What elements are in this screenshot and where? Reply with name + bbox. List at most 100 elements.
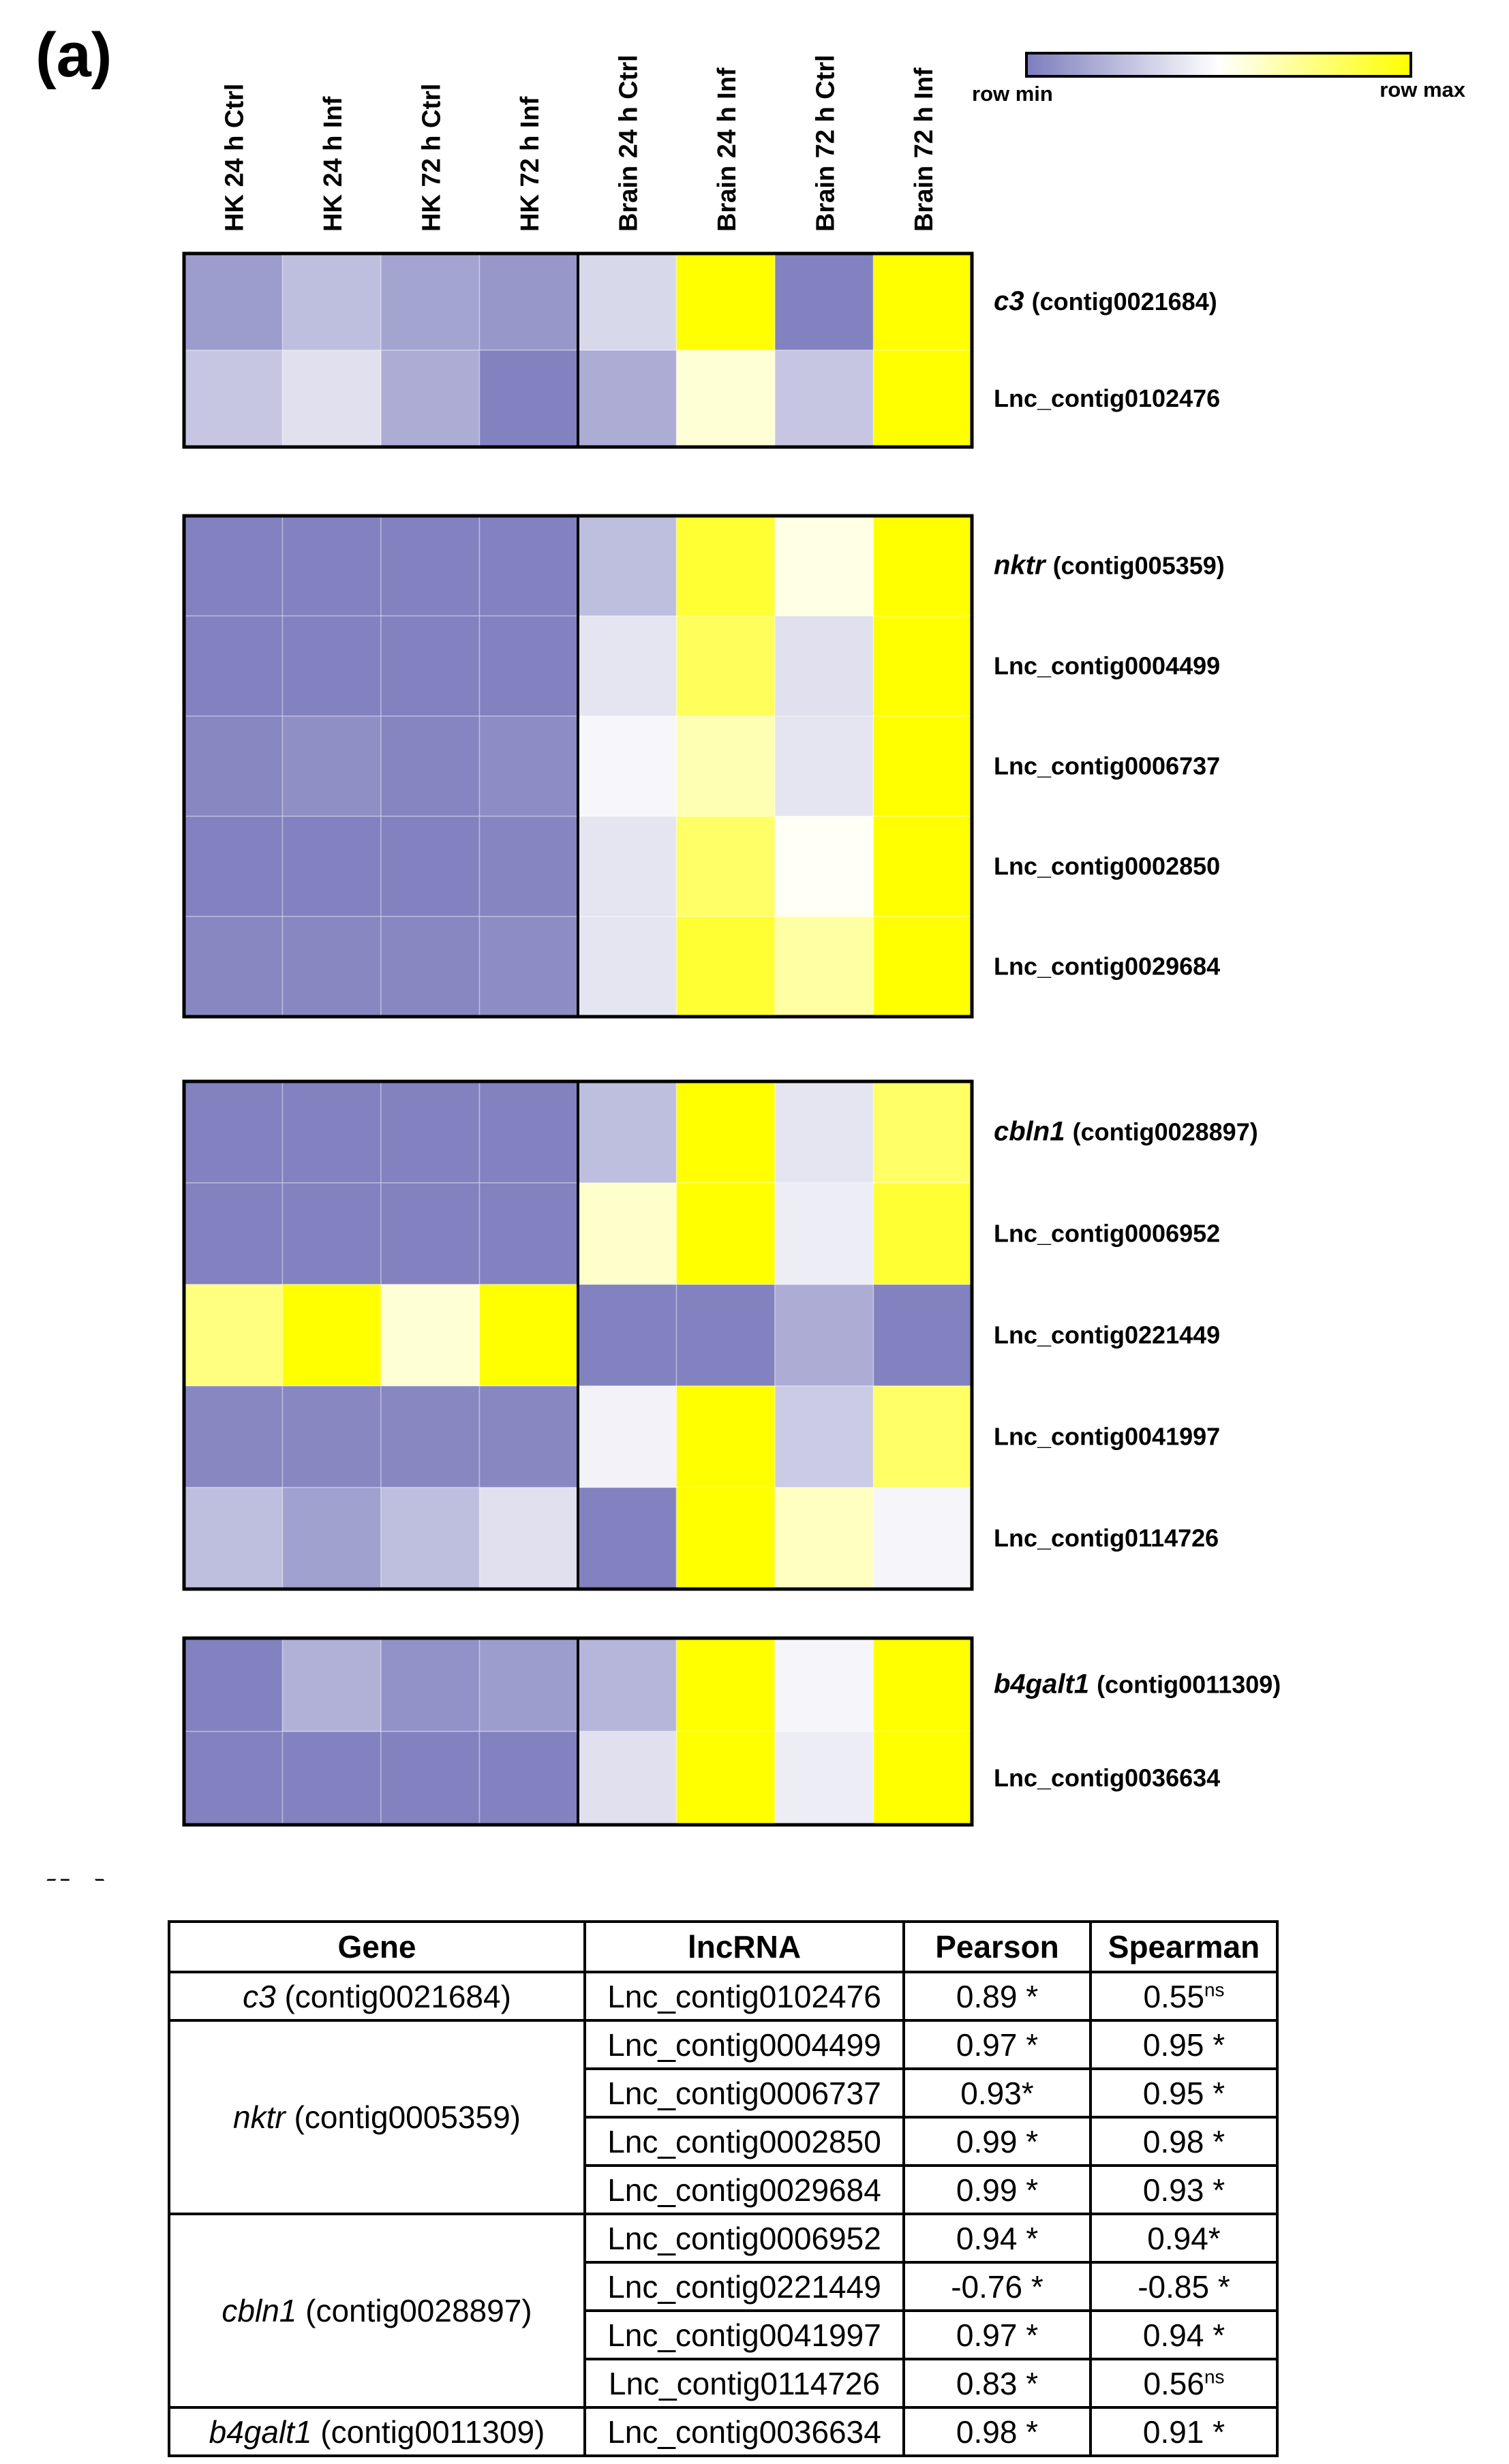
heatmap-cell <box>872 1731 973 1826</box>
heatmap-cell <box>577 1081 677 1184</box>
pearson-cell: 0.94 * <box>902 2213 1092 2264</box>
heatmap-cell <box>281 1284 382 1387</box>
heatmap-cell <box>478 1182 579 1285</box>
spearman-cell: -0.85 * <box>1089 2261 1279 2312</box>
column-label: HK 72 h Inf <box>516 96 545 232</box>
column-label: HK 72 h Ctrl <box>417 84 446 232</box>
heatmap-cell <box>577 515 677 617</box>
row-label: Lnc_contig0221449 <box>994 1321 1220 1349</box>
row-label: Lnc_contig0004499 <box>994 652 1220 680</box>
row-label: b4galt1 (contig0011309) <box>994 1669 1281 1699</box>
heatmap-cell <box>577 1731 677 1826</box>
heatmap-cell <box>183 1385 284 1488</box>
heatmap-cell <box>872 715 973 817</box>
row-label: c3 (contig0021684) <box>994 286 1217 316</box>
heatmap-cell <box>281 1731 382 1826</box>
heatmap-cell <box>675 715 776 817</box>
pearson-cell: 0.97 * <box>902 2309 1092 2360</box>
heatmap-cell <box>380 1637 481 1732</box>
pearson-cell: 0.89 * <box>902 1971 1092 2022</box>
significance-marker: ns <box>1204 2366 1225 2388</box>
heatmap-cell <box>380 1385 481 1488</box>
table-row: Lnc_contig0041997 0.97 * 0.94 * <box>169 2309 1279 2360</box>
column-label: Brain 72 h Ctrl <box>811 55 840 232</box>
heatmap-cell <box>675 253 776 351</box>
table-header-row: Gene lncRNA Pearson Spearman <box>168 1920 1279 1973</box>
spearman-cell: 0.55ns <box>1089 1971 1279 2022</box>
heatmap-group: b4galt1 (contig0011309) Lnc_contig0036634 <box>182 1636 1281 1827</box>
pearson-cell: 0.98 * <box>902 2406 1092 2457</box>
heatmap-cell <box>872 515 973 617</box>
heatmap-cell <box>774 1081 874 1184</box>
heatmap-cell <box>872 1637 973 1732</box>
heatmap-cell <box>872 916 973 1017</box>
gene-cell: c3 (contig0021684) <box>168 1971 586 2022</box>
gene-name: b4galt1 <box>209 2414 312 2450</box>
heatmap-cell <box>774 816 874 917</box>
row-label: Lnc_contig0114726 <box>994 1524 1219 1552</box>
heatmap-cell <box>380 715 481 817</box>
heatmap-cell <box>380 350 481 448</box>
heatmap-cell <box>478 1487 579 1590</box>
gene-id: (contig0011309) <box>311 2414 545 2450</box>
heatmap-cell <box>872 1487 973 1590</box>
row-label: cbln1 (contig0028897) <box>994 1117 1258 1147</box>
table-row: c3 (contig0021684) Lnc_contig0102476 0.89 … <box>168 1971 1279 2022</box>
heatmap-cell <box>380 615 481 717</box>
heatmap-cell <box>774 1637 874 1732</box>
heatmap-cell <box>872 1284 973 1387</box>
spearman-cell: 0.95 * <box>1089 2067 1279 2119</box>
heatmap-cell <box>577 1385 677 1488</box>
heatmap-cell <box>281 515 382 617</box>
heatmap-cell <box>675 1284 776 1387</box>
heatmap-cell <box>478 515 579 617</box>
heatmap-cell <box>183 1284 284 1387</box>
heatmap-cell <box>183 1081 284 1184</box>
gene-id: (contig0021684) <box>275 1978 511 2014</box>
row-label: Lnc_contig0041997 <box>994 1423 1220 1451</box>
heatmap-cell <box>183 816 284 917</box>
header-gene: Gene <box>168 1920 586 1973</box>
heatmap-cell <box>478 253 579 351</box>
gene-cell: nktr (contig0005359) <box>168 2019 586 2215</box>
heatmap-cell <box>183 1182 284 1285</box>
significance-marker: ns <box>1204 1979 1225 2001</box>
column-label: Brain 24 h Inf <box>713 67 742 232</box>
heatmap-cell <box>281 1487 382 1590</box>
heatmap-cell <box>478 1284 579 1387</box>
table-body: c3 (contig0021684) Lnc_contig0102476 0.89 … <box>168 1971 1279 2457</box>
lncrna-cell: Lnc_contig0002850 <box>583 2116 905 2167</box>
heatmap-cell <box>675 1731 776 1826</box>
heatmap-cell <box>872 253 973 351</box>
heatmap-cell <box>675 1081 776 1184</box>
gene-id: (contig0028897) <box>296 2293 532 2328</box>
heatmap-cell <box>675 916 776 1017</box>
heatmap-cell <box>675 1385 776 1488</box>
heatmap-cell <box>675 1637 776 1732</box>
table-row: b4galt1 (contig0011309) Lnc_contig0036634… <box>168 2406 1279 2457</box>
pearson-cell: 0.97 * <box>902 2019 1092 2070</box>
heatmap-cell <box>774 1284 874 1387</box>
spearman-cell: 0.94 * <box>1089 2309 1279 2360</box>
heatmap-cell <box>872 1182 973 1285</box>
header-lncrna: lncRNA <box>583 1920 905 1973</box>
heatmap-cell <box>183 1637 284 1732</box>
correlation-table: Gene lncRNA Pearson Spearman c3 (contig0… <box>168 1920 1279 2457</box>
heatmap-figure: (a) row min row max HK 24 h Ctrl HK 24 h … <box>35 20 1466 1881</box>
heatmap-cell <box>478 1081 579 1184</box>
heatmap-cell <box>281 1637 382 1732</box>
color-legend-bar <box>1025 52 1412 78</box>
heatmap-cell <box>478 1731 579 1826</box>
row-label: Lnc_contig0029684 <box>994 953 1220 981</box>
heatmap-cell <box>183 1487 284 1590</box>
heatmap-cell <box>281 1182 382 1285</box>
pearson-cell: 0.99 * <box>902 2116 1092 2167</box>
spearman-cell: 0.94* <box>1089 2213 1279 2264</box>
gene-cell: cbln1 (contig0028897) <box>168 2213 586 2409</box>
table-row: Lnc_contig0002850 0.99 * 0.98 * <box>169 2116 1279 2167</box>
lncrna-cell: Lnc_contig0006952 <box>583 2213 905 2264</box>
row-label: Lnc_contig0036634 <box>994 1764 1220 1792</box>
heatmap-cell <box>281 916 382 1017</box>
heatmap-cell <box>183 715 284 817</box>
column-label: Brain 72 h Inf <box>910 67 939 232</box>
